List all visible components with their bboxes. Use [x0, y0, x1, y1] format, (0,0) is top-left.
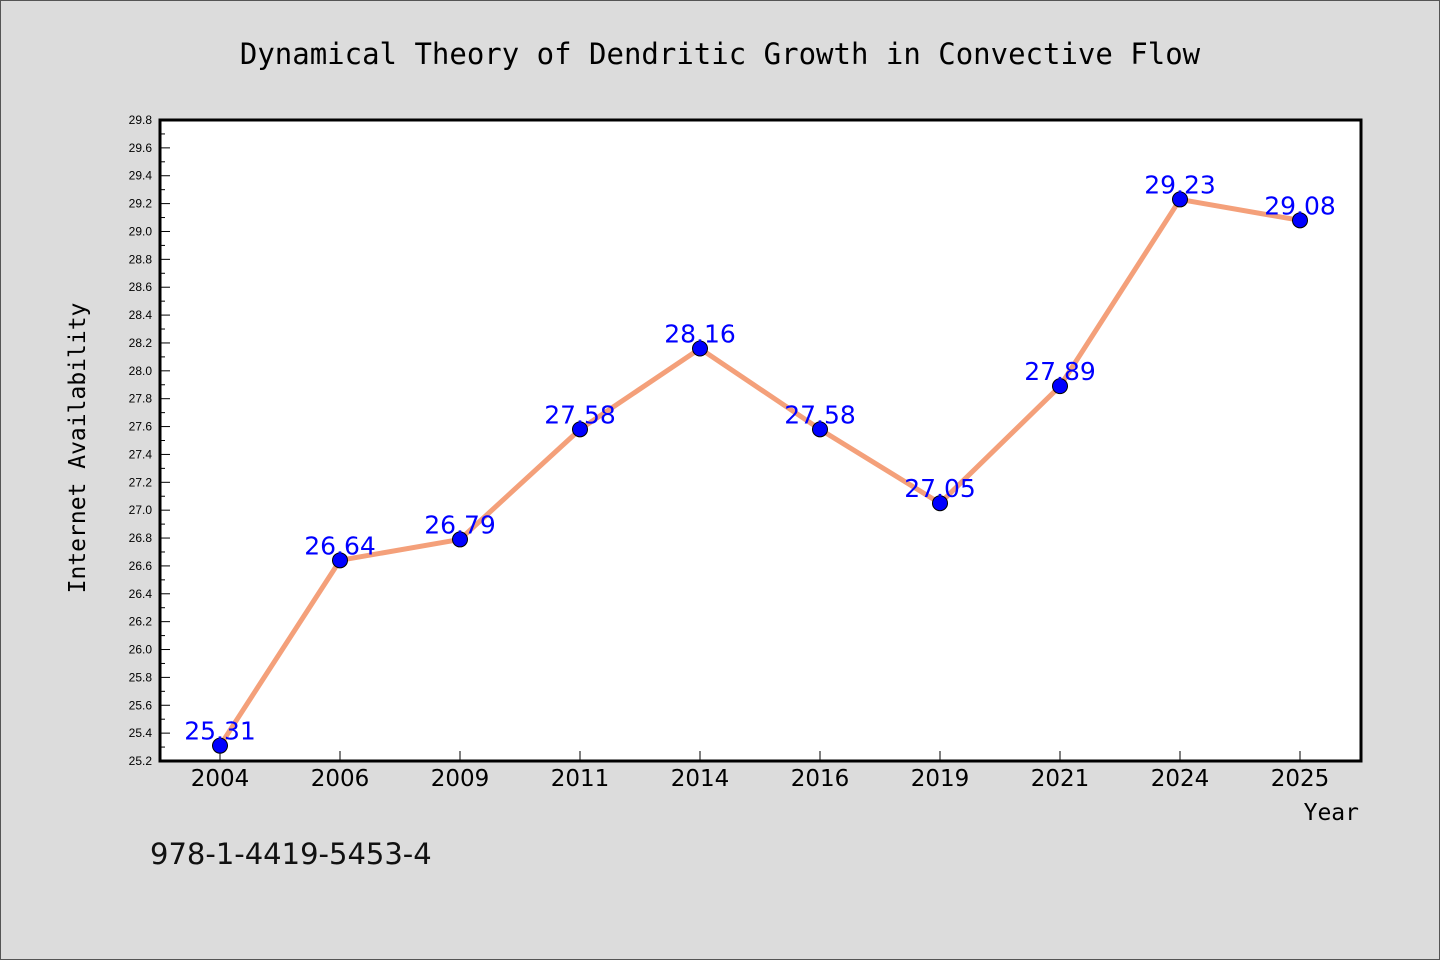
- y-tick-label-11: 27.4: [129, 447, 153, 461]
- x-tick-label-4: 2014: [671, 766, 730, 792]
- data-label-4: 28.16: [664, 320, 736, 349]
- x-axis: 2004 2006 2009 2011 2014 2016 2019 2021 2024 2025: [191, 751, 1330, 792]
- y-tick-label-17: 28.6: [129, 280, 153, 294]
- isbn-text: 978-1-4419-5453-4: [150, 837, 432, 871]
- series-line: [217, 196, 1303, 749]
- data-point-9: [1292, 212, 1308, 229]
- x-tick-label-3: 2011: [551, 766, 610, 792]
- data-label-9: 29.08: [1264, 191, 1336, 220]
- y-tick-label-9: 27.0: [129, 503, 153, 517]
- y-tick-label-15: 28.2: [129, 336, 153, 350]
- data-labels: 25.31 26.64 26.79 27.58 28.16 27.58 27.05 27.89…: [184, 170, 1336, 745]
- y-tick-label-13: 27.8: [129, 392, 153, 406]
- data-label-0: 25.31: [184, 717, 256, 746]
- y-tick-label-3: 25.8: [129, 670, 153, 684]
- y-tick-label-16: 28.4: [129, 308, 153, 322]
- y-tick-label-6: 26.4: [129, 587, 153, 601]
- y-tick-label-1: 25.4: [129, 726, 153, 740]
- y-tick-label-8: 26.8: [129, 531, 153, 545]
- chart-title: Dynamical Theory of Dendritic Growth in …: [240, 37, 1201, 71]
- data-point-6: [932, 495, 948, 512]
- data-point-3: [572, 421, 588, 438]
- x-tick-label-7: 2021: [1031, 766, 1090, 792]
- y-tick-label-10: 27.2: [129, 475, 153, 489]
- data-label-3: 27.58: [544, 400, 616, 429]
- data-point-5: [812, 421, 828, 438]
- y-tick-label-18: 28.8: [129, 252, 153, 266]
- data-label-2: 26.79: [424, 510, 496, 539]
- data-label-7: 27.89: [1024, 357, 1096, 386]
- y-tick-label-0: 25.2: [129, 754, 153, 768]
- x-tick-label-6: 2019: [911, 766, 970, 792]
- x-tick-label-9: 2025: [1271, 766, 1330, 792]
- x-tick-label-8: 2024: [1151, 766, 1210, 792]
- data-label-1: 26.64: [304, 531, 376, 560]
- x-axis-label: Year: [1304, 800, 1359, 826]
- y-tick-label-7: 26.6: [129, 559, 153, 573]
- y-axis-label: Internet Availability: [65, 303, 91, 594]
- x-tick-label-0: 2004: [191, 766, 250, 792]
- y-tick-label-4: 26.0: [129, 643, 153, 657]
- data-label-8: 29.23: [1144, 170, 1216, 199]
- plot-area: [158, 118, 1363, 763]
- y-tick-label-14: 28.0: [129, 364, 153, 378]
- x-tick-label-2: 2009: [431, 766, 490, 792]
- x-tick-label-5: 2016: [791, 766, 850, 792]
- y-tick-label-12: 27.6: [129, 420, 153, 434]
- data-label-5: 27.58: [784, 400, 856, 429]
- series-line-group: [217, 196, 1303, 749]
- x-tick-label-1: 2006: [311, 766, 370, 792]
- y-tick-label-20: 29.2: [129, 197, 153, 211]
- data-label-6: 27.05: [904, 474, 976, 503]
- data-point-8: [1172, 191, 1188, 208]
- data-point-4: [692, 340, 708, 357]
- data-point-1: [332, 552, 348, 569]
- y-tick-label-23: 29.8: [129, 113, 153, 127]
- data-point-2: [452, 531, 468, 548]
- y-tick-label-19: 29.0: [129, 224, 153, 238]
- y-tick-label-2: 25.6: [129, 698, 153, 712]
- data-point-0: [212, 737, 228, 754]
- y-tick-label-5: 26.2: [129, 615, 153, 629]
- data-markers: [212, 191, 1308, 754]
- y-axis: 25.2 25.4 25.6 25.8 26.0 26.2 26.4 26.6 26.8 27.0…: [129, 113, 170, 768]
- data-point-7: [1052, 378, 1068, 395]
- y-tick-label-22: 29.6: [129, 141, 153, 155]
- y-tick-label-21: 29.4: [129, 169, 153, 183]
